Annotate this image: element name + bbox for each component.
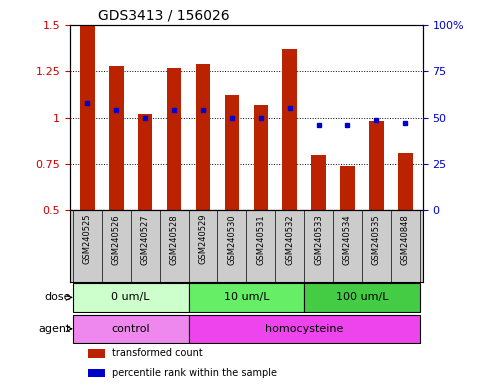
Text: percentile rank within the sample: percentile rank within the sample bbox=[113, 368, 277, 378]
Text: GSM240529: GSM240529 bbox=[199, 214, 208, 265]
FancyBboxPatch shape bbox=[73, 283, 188, 311]
Bar bbox=[109, 66, 124, 210]
FancyBboxPatch shape bbox=[188, 283, 304, 311]
Bar bbox=[80, 25, 95, 210]
FancyBboxPatch shape bbox=[304, 283, 420, 311]
Text: GSM240527: GSM240527 bbox=[141, 214, 150, 265]
Text: homocysteine: homocysteine bbox=[265, 324, 343, 334]
FancyBboxPatch shape bbox=[188, 314, 420, 343]
Text: 10 um/L: 10 um/L bbox=[224, 293, 269, 303]
Bar bbox=[398, 153, 412, 210]
Bar bbox=[340, 166, 355, 210]
Text: agent: agent bbox=[38, 324, 71, 334]
Text: GSM240848: GSM240848 bbox=[401, 214, 410, 265]
FancyBboxPatch shape bbox=[73, 314, 188, 343]
Text: GSM240530: GSM240530 bbox=[227, 214, 236, 265]
Bar bbox=[369, 121, 384, 210]
Text: dose: dose bbox=[44, 293, 71, 303]
Bar bbox=[167, 68, 181, 210]
Bar bbox=[225, 96, 239, 210]
Text: GSM240533: GSM240533 bbox=[314, 214, 323, 265]
Bar bbox=[138, 114, 153, 210]
Bar bbox=[312, 155, 326, 210]
Bar bbox=[283, 49, 297, 210]
Bar bbox=[196, 64, 210, 210]
Text: transformed count: transformed count bbox=[113, 348, 203, 358]
Text: GDS3413 / 156026: GDS3413 / 156026 bbox=[98, 8, 230, 22]
Bar bbox=[254, 105, 268, 210]
Text: GSM240532: GSM240532 bbox=[285, 214, 294, 265]
Text: GSM240528: GSM240528 bbox=[170, 214, 179, 265]
Text: control: control bbox=[112, 324, 150, 334]
Text: GSM240525: GSM240525 bbox=[83, 214, 92, 265]
Text: GSM240534: GSM240534 bbox=[343, 214, 352, 265]
Text: GSM240535: GSM240535 bbox=[372, 214, 381, 265]
Text: 0 um/L: 0 um/L bbox=[112, 293, 150, 303]
Bar bbox=[88, 349, 105, 358]
Bar bbox=[88, 369, 105, 377]
Text: 100 um/L: 100 um/L bbox=[336, 293, 388, 303]
Text: GSM240526: GSM240526 bbox=[112, 214, 121, 265]
Text: GSM240531: GSM240531 bbox=[256, 214, 265, 265]
